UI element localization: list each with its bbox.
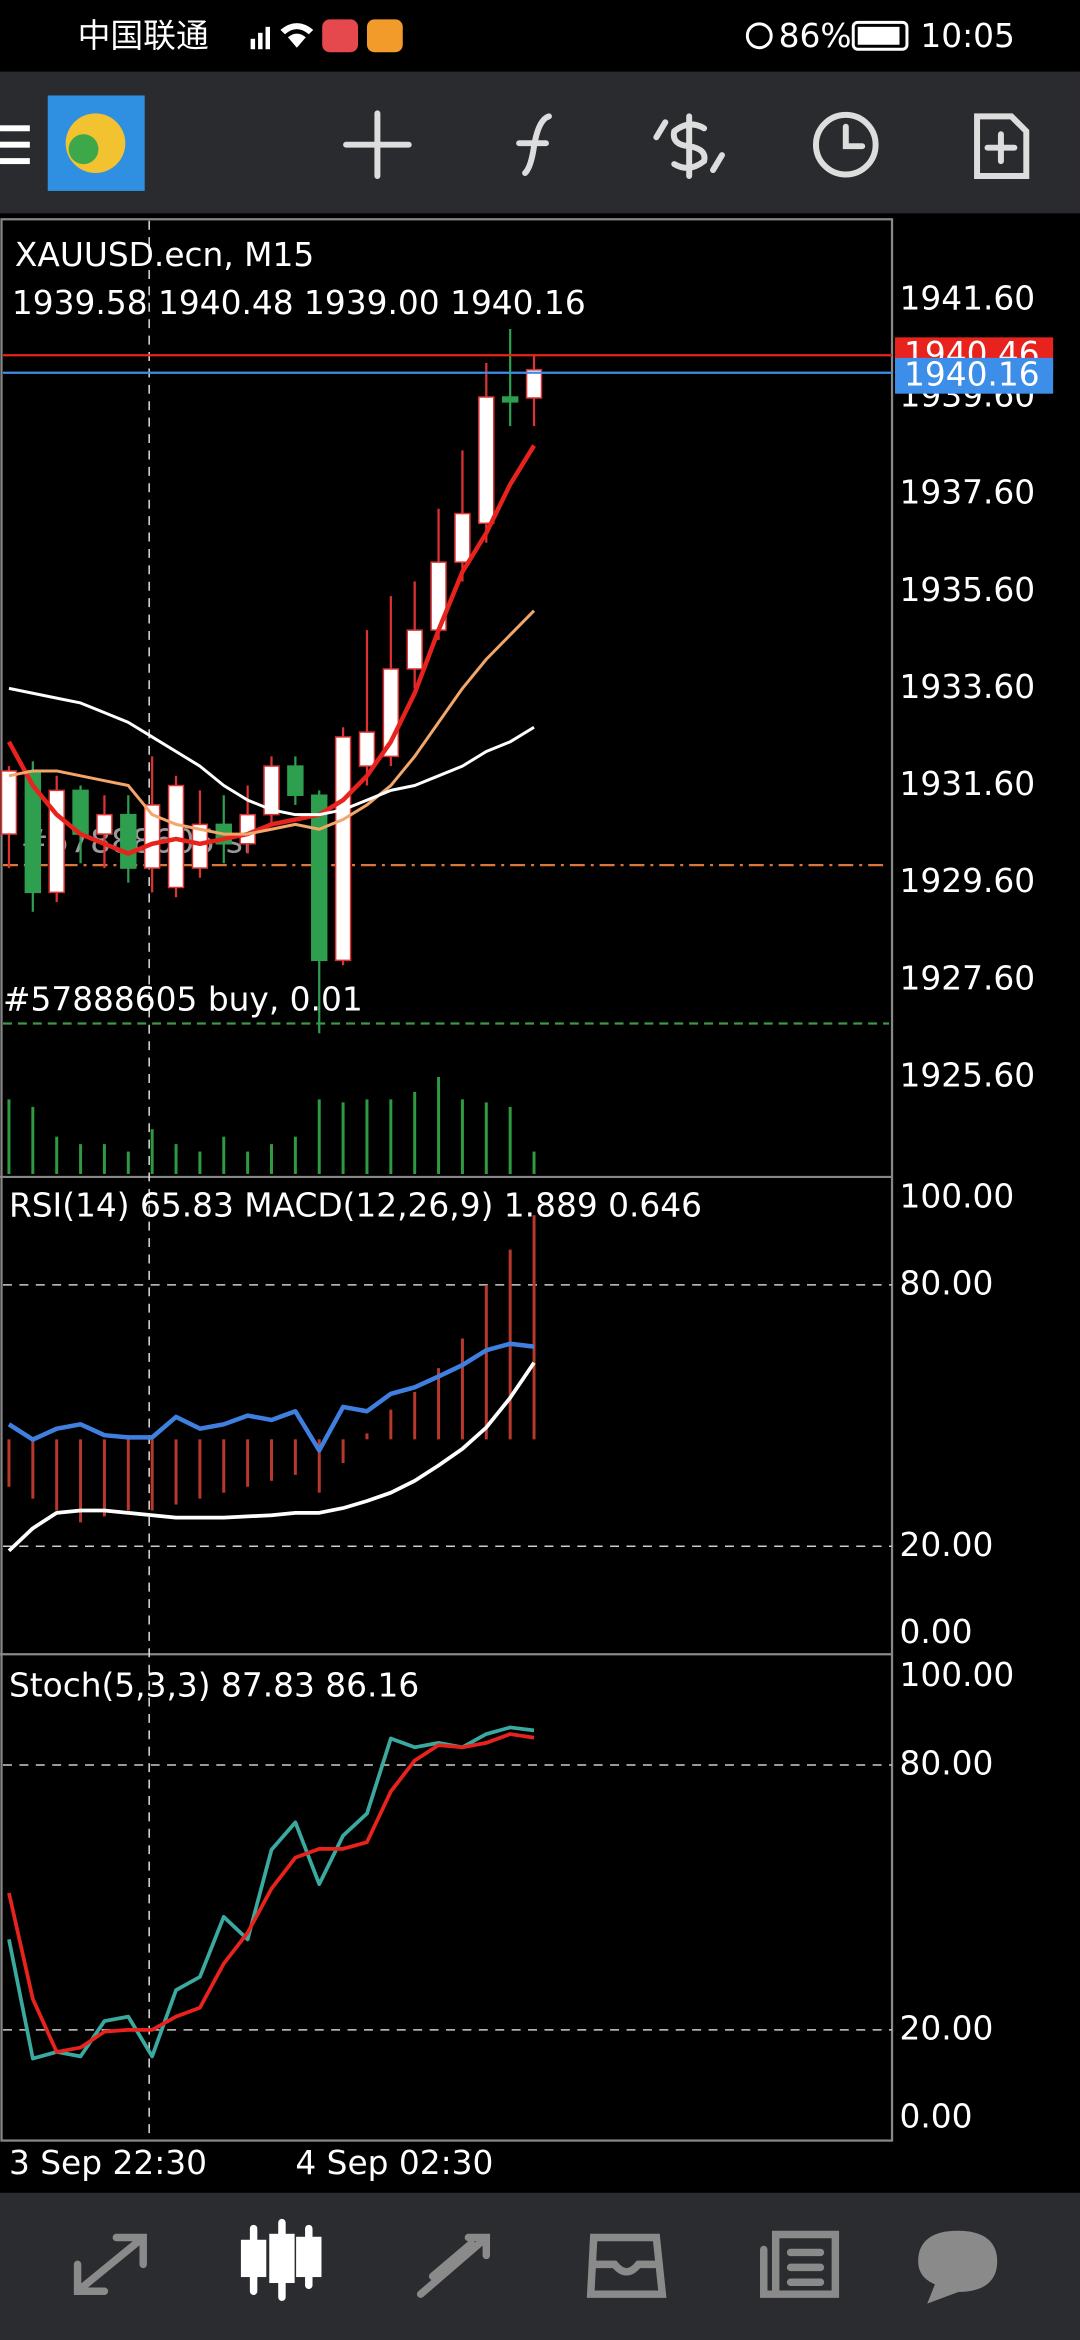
y-tick-label: 0.00 — [899, 2098, 972, 2136]
status-bar — [0, 0, 1080, 72]
indicators-button[interactable] — [516, 113, 552, 177]
crosshair-button[interactable] — [343, 110, 412, 180]
nav-trade[interactable] — [416, 2233, 491, 2298]
timeframe-button[interactable] — [812, 111, 879, 178]
ohlc: 1939.58 1940.48 1939.00 1940.16 — [12, 284, 586, 322]
y-tick-label: 1933.60 — [899, 668, 1035, 706]
candle-body — [525, 369, 543, 399]
y-tick-label: 80.00 — [899, 1744, 993, 1782]
signal-icons — [250, 19, 403, 53]
rsi-header: RSI(14) 65.83 MACD(12,26,9) 1.889 0.646 — [9, 1186, 702, 1224]
candle-body — [454, 512, 471, 563]
price-tag-label: 1940.16 — [904, 355, 1040, 393]
bottom-nav — [0, 2192, 1080, 2340]
candle-body — [263, 765, 280, 816]
candle-body — [120, 813, 137, 869]
candle-body — [478, 396, 495, 525]
status-right-icons — [745, 20, 909, 51]
candle-body — [358, 731, 376, 767]
x-label: 3 Sep 22:30 — [9, 2144, 207, 2182]
candle-body — [0, 770, 18, 835]
candle-body — [501, 396, 519, 403]
carrier: 中国联通 — [78, 17, 209, 55]
stoch-header: Stoch(5,3,3) 87.83 86.16 — [9, 1667, 419, 1705]
y-tick-label: 1925.60 — [899, 1056, 1035, 1094]
y-tick-label: 100.00 — [899, 1656, 1014, 1694]
moving-average — [8, 686, 535, 817]
rsi-line — [7, 1341, 535, 1453]
candle-body — [311, 794, 328, 962]
battery: 86% — [779, 17, 852, 55]
nav-quotes[interactable] — [73, 2233, 147, 2295]
macd-signal — [7, 1361, 536, 1553]
candle-body — [239, 813, 256, 845]
y-tick-label: 100.00 — [899, 1177, 1014, 1215]
y-tick-label: 20.00 — [899, 2009, 993, 2047]
candle-body — [96, 813, 113, 835]
y-tick-label: 1941.60 — [899, 279, 1035, 317]
candle-body — [167, 784, 185, 889]
y-tick-label: 1931.60 — [899, 765, 1035, 803]
app-logo[interactable] — [47, 95, 145, 191]
candle-body — [406, 629, 423, 670]
clock: 10:05 — [920, 17, 1015, 55]
symbol: XAUUSD.ecn, M15 — [15, 236, 314, 274]
price-tag — [895, 357, 1054, 394]
y-tick-label: 80.00 — [899, 1264, 993, 1302]
order-label: #57888605 buy, 0.01 — [3, 981, 363, 1019]
candle-body — [143, 804, 161, 869]
y-tick-label: 20.00 — [899, 1526, 993, 1564]
nav-chart[interactable] — [240, 2218, 322, 2301]
new-order-button[interactable] — [974, 113, 1030, 180]
moving-average — [6, 444, 536, 856]
candle-body — [287, 765, 304, 796]
candle-body — [334, 736, 352, 962]
y-tick-label: 1929.60 — [899, 862, 1035, 900]
nav-chat[interactable] — [918, 2230, 998, 2304]
chart-panels — [0, 218, 894, 2142]
y-tick-label: 0.00 — [899, 1613, 972, 1651]
y-tick-label: 1935.60 — [899, 571, 1035, 609]
y-tick-label: 1927.60 — [899, 959, 1035, 997]
nav-news[interactable] — [760, 2230, 840, 2298]
moving-average — [8, 609, 536, 836]
stoch-signal — [7, 1732, 535, 2054]
y-tick-label: 1937.60 — [899, 474, 1035, 512]
menu-button[interactable] — [0, 125, 30, 165]
candle-body — [191, 823, 209, 869]
trade-button[interactable] — [653, 113, 725, 180]
x-label: 4 Sep 02:30 — [295, 2144, 493, 2182]
nav-history[interactable] — [586, 2233, 667, 2298]
chart-frame — [0, 218, 894, 2142]
